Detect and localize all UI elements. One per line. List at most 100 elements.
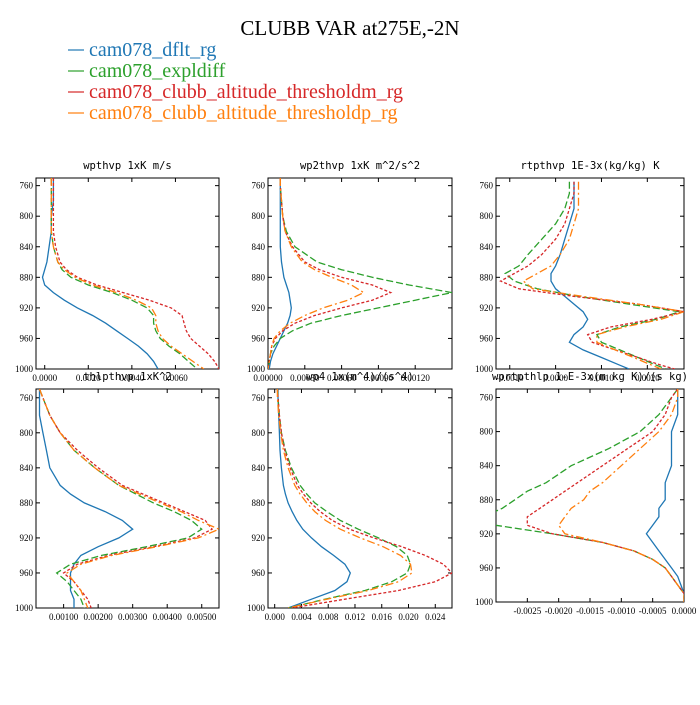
y-tick-label: 960 bbox=[480, 563, 494, 573]
series-line-2 bbox=[38, 389, 214, 608]
panels: wpthvp 1xK m/s76080084088092096010000.00… bbox=[15, 160, 697, 622]
y-tick-label: 760 bbox=[480, 393, 494, 403]
y-tick-label: 1000 bbox=[247, 603, 266, 613]
y-tick-label: 840 bbox=[480, 461, 494, 471]
x-tick-label: -0.0005 bbox=[639, 606, 667, 616]
panel-title: wprtpthlp 1-E-3x(m kg K)/(s kg) bbox=[492, 371, 688, 383]
x-tick-label: 0.0000 bbox=[672, 606, 697, 616]
legend-label-3: cam078_clubb_altitude_thresholdp_rg bbox=[89, 102, 397, 124]
y-tick-label: 800 bbox=[480, 211, 494, 221]
y-tick-label: 800 bbox=[252, 211, 266, 221]
y-tick-label: 880 bbox=[252, 272, 266, 282]
figure-title: CLUBB VAR at275E,-2N bbox=[240, 16, 459, 40]
y-tick-label: 760 bbox=[252, 181, 266, 191]
x-tick-label: 0.0060 bbox=[163, 373, 188, 383]
legend-label-0: cam078_dflt_rg bbox=[89, 39, 216, 61]
y-tick-label: 920 bbox=[20, 303, 34, 313]
x-tick-label: -0.0020 bbox=[545, 606, 573, 616]
panel-title: wp4 1x(m^4)/(s^4) bbox=[306, 371, 413, 383]
panel-0: wpthvp 1xK m/s76080084088092096010000.00… bbox=[15, 160, 220, 383]
legend: cam078_dflt_rgcam078_expldiffcam078_club… bbox=[68, 39, 403, 124]
y-tick-label: 920 bbox=[252, 303, 266, 313]
y-tick-label: 1000 bbox=[475, 364, 494, 374]
x-tick-label: -0.0010 bbox=[607, 606, 635, 616]
y-tick-label: 840 bbox=[20, 463, 34, 473]
x-tick-label: 0.00060 bbox=[327, 373, 357, 383]
y-tick-label: 760 bbox=[20, 181, 34, 191]
series-line-3 bbox=[268, 178, 366, 369]
y-tick-label: 920 bbox=[252, 533, 266, 543]
series-line-2 bbox=[499, 181, 684, 369]
y-tick-label: 920 bbox=[480, 303, 494, 313]
x-tick-label: 0.004 bbox=[291, 612, 312, 622]
legend-label-1: cam078_expldiff bbox=[89, 60, 226, 82]
x-tick-label: 0.00090 bbox=[364, 373, 394, 383]
series-line-2 bbox=[268, 178, 393, 369]
x-tick-label: 0.0020 bbox=[635, 373, 660, 383]
y-tick-label: 1000 bbox=[15, 364, 34, 374]
y-tick-label: 760 bbox=[480, 181, 494, 191]
y-tick-label: 960 bbox=[252, 333, 266, 343]
x-tick-label: 0.016 bbox=[372, 612, 393, 622]
x-tick-label: 0.00300 bbox=[118, 612, 148, 622]
y-tick-label: 960 bbox=[480, 333, 494, 343]
x-tick-label: 0.00000 bbox=[253, 373, 283, 383]
y-tick-label: 1000 bbox=[247, 364, 266, 374]
y-tick-label: 760 bbox=[252, 393, 266, 403]
panel-title: rtpthvp 1E-3x(kg/kg) K bbox=[520, 160, 660, 172]
series-line-1 bbox=[276, 389, 412, 608]
y-tick-label: 880 bbox=[252, 498, 266, 508]
series-line-2 bbox=[526, 389, 684, 602]
panel-1: wp2thvp 1xK m^2/s^2 760 800 840 880 920 960 100… bbox=[247, 160, 453, 383]
panel-title: wpthvp 1xK m/s bbox=[83, 160, 172, 172]
y-tick-label: 880 bbox=[20, 498, 34, 508]
y-tick-label: 800 bbox=[20, 211, 34, 221]
panel-frame bbox=[267, 177, 453, 370]
legend-label-2: cam078_clubb_altitude_thresholdm_rg bbox=[89, 81, 403, 103]
series-line-0 bbox=[41, 178, 159, 369]
series-line-1 bbox=[268, 178, 452, 369]
y-tick-label: 800 bbox=[252, 428, 266, 438]
x-tick-label: 0.0020 bbox=[76, 373, 101, 383]
series-line-3 bbox=[38, 389, 219, 608]
x-tick-label: 0.0040 bbox=[119, 373, 144, 383]
panel-frame bbox=[495, 388, 685, 603]
panel-4: wp4 1x(m^4)/(s^4)76080084088092096010000… bbox=[247, 371, 453, 622]
y-tick-label: 800 bbox=[480, 427, 494, 437]
x-tick-label: 0.000 bbox=[265, 612, 286, 622]
x-tick-label: 0.00030 bbox=[290, 373, 320, 383]
x-tick-label: 0.024 bbox=[425, 612, 446, 622]
x-tick-label: -0.0010 bbox=[496, 373, 524, 383]
y-tick-label: 800 bbox=[20, 428, 34, 438]
x-tick-label: 0.0000 bbox=[543, 373, 568, 383]
panel-frame bbox=[495, 177, 685, 370]
series-line-1 bbox=[504, 181, 680, 369]
panel-title: wp2thvp 1xK m^2/s^2 bbox=[300, 160, 420, 172]
y-tick-label: 1000 bbox=[475, 597, 494, 607]
y-tick-label: 880 bbox=[20, 272, 34, 282]
y-tick-label: 760 bbox=[20, 393, 34, 403]
x-tick-label: 0.00200 bbox=[84, 612, 114, 622]
series-line-0 bbox=[550, 181, 630, 369]
series-line-0 bbox=[268, 178, 292, 369]
x-tick-label: 0.00100 bbox=[49, 612, 79, 622]
series-line-1 bbox=[38, 389, 203, 608]
series-line-3 bbox=[522, 181, 684, 369]
x-tick-label: -0.0025 bbox=[513, 606, 541, 616]
y-tick-label: 840 bbox=[252, 242, 266, 252]
x-tick-label: 0.0000 bbox=[32, 373, 57, 383]
panel-title: thlpthvp 1xK^2 bbox=[83, 371, 172, 383]
series-line-1 bbox=[50, 178, 198, 369]
y-tick-label: 840 bbox=[252, 463, 266, 473]
x-tick-label: -0.0015 bbox=[576, 606, 604, 616]
panel-frame bbox=[267, 388, 453, 609]
series-line-1 bbox=[496, 389, 684, 602]
y-tick-label: 880 bbox=[480, 272, 494, 282]
x-tick-label: 0.00500 bbox=[187, 612, 217, 622]
y-tick-label: 920 bbox=[480, 529, 494, 539]
panel-frame bbox=[35, 388, 220, 609]
series-line-0 bbox=[645, 389, 684, 602]
x-tick-label: 0.012 bbox=[345, 612, 365, 622]
